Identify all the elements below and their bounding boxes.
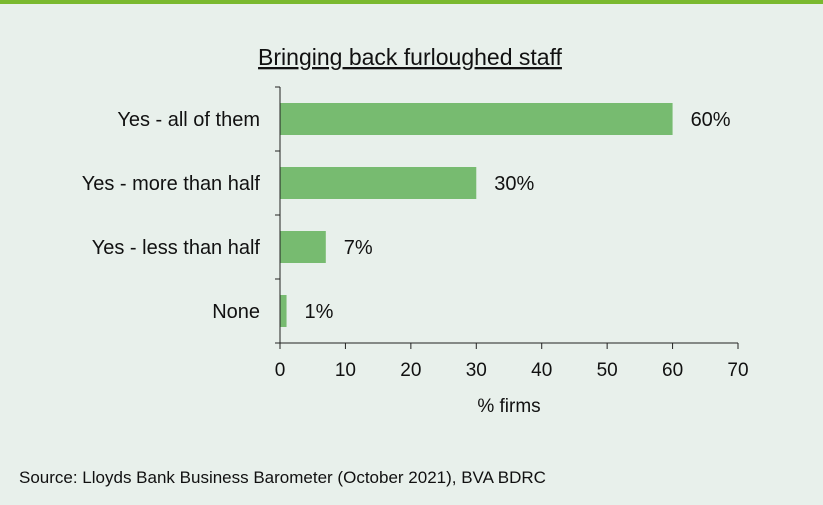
x-tick-label: 10 <box>335 360 356 381</box>
x-tick-label: 50 <box>597 360 618 381</box>
top-accent-rule <box>0 0 823 4</box>
data-label: 60% <box>691 109 731 131</box>
x-axis-title: % firms <box>477 396 540 417</box>
bars-layer <box>280 103 673 327</box>
x-tick-label: 60 <box>662 360 683 381</box>
chart-title: Bringing back furloughed staff <box>258 44 562 70</box>
x-tick-label: 70 <box>727 360 748 381</box>
bar <box>280 103 673 135</box>
category-label: Yes - more than half <box>82 173 261 195</box>
category-label: Yes - less than half <box>92 237 261 259</box>
category-label: None <box>212 301 260 323</box>
data-label: 1% <box>305 301 334 323</box>
x-tick-label: 20 <box>400 360 421 381</box>
bar <box>280 231 326 263</box>
x-tick-label: 40 <box>531 360 552 381</box>
source-note: Source: Lloyds Bank Business Barometer (… <box>19 468 546 487</box>
axes: 0 10 20 30 40 50 60 70 <box>275 86 749 381</box>
category-label: Yes - all of them <box>117 109 260 131</box>
labels-layer: Yes - all of them 60% Yes - more than half… <box>82 109 731 323</box>
bar <box>280 295 287 327</box>
x-tick-label: 0 <box>275 360 286 381</box>
x-tick-label: 30 <box>466 360 487 381</box>
bar <box>280 167 477 199</box>
data-label: 7% <box>344 237 373 259</box>
data-label: 30% <box>494 173 534 195</box>
